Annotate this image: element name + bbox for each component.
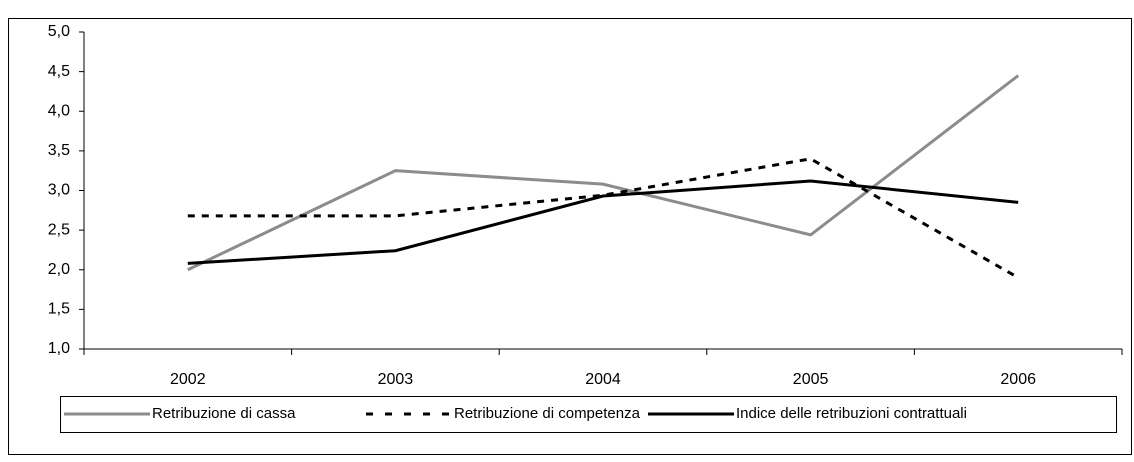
chart-frame — [8, 18, 1132, 455]
y-tick-label: 4,5 — [48, 63, 70, 80]
y-tick-label: 2,5 — [48, 221, 70, 238]
x-tick-label: 2005 — [793, 371, 829, 388]
y-tick-label: 2,0 — [48, 261, 70, 278]
x-tick-label: 2006 — [1000, 371, 1036, 388]
series-line — [187, 179, 1019, 265]
legend-label: Retribuzione di competenza — [454, 405, 641, 422]
x-tick-label: 2002 — [170, 371, 206, 388]
y-tick-label: 1,0 — [48, 340, 70, 357]
y-tick-label: 4,0 — [48, 102, 70, 119]
y-tick-label: 3,5 — [48, 142, 70, 159]
series-line — [187, 74, 1020, 272]
legend-box — [60, 396, 1117, 433]
y-tick-label: 5,0 — [48, 23, 70, 40]
legend-label: Retribuzione di cassa — [152, 405, 296, 422]
y-tick-label: 3,0 — [48, 182, 70, 199]
x-tick-label: 2004 — [585, 371, 621, 388]
series-line — [187, 157, 1019, 279]
x-tick-label: 2003 — [378, 371, 414, 388]
legend-label: Indice delle retribuzioni contrattuali — [736, 405, 967, 422]
y-tick-label: 1,5 — [48, 301, 70, 318]
